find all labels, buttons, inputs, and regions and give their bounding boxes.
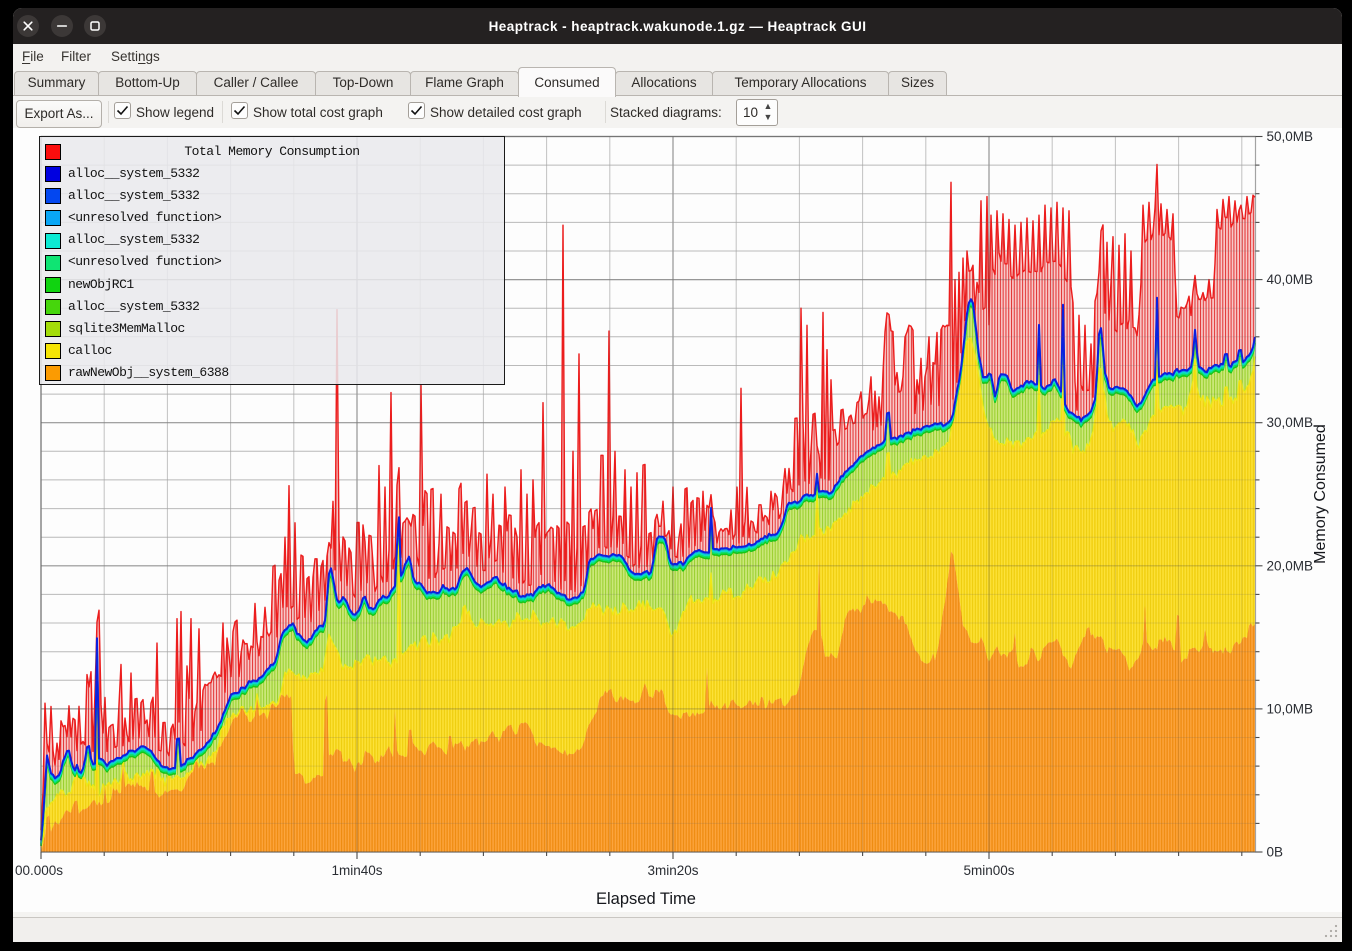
svg-text:30,0MB: 30,0MB (1267, 415, 1314, 430)
svg-text:3min20s: 3min20s (647, 863, 698, 878)
svg-text:20,0MB: 20,0MB (1267, 558, 1314, 573)
svg-text:00.000s: 00.000s (15, 863, 63, 878)
svg-text:Elapsed Time: Elapsed Time (596, 890, 696, 908)
svg-text:1min40s: 1min40s (331, 863, 382, 878)
svg-text:40,0MB: 40,0MB (1267, 272, 1314, 287)
svg-text:Memory Consumed: Memory Consumed (1312, 424, 1329, 564)
svg-text:0B: 0B (1267, 845, 1284, 860)
svg-text:50,0MB: 50,0MB (1267, 129, 1314, 144)
svg-text:10,0MB: 10,0MB (1267, 701, 1314, 716)
svg-text:5min00s: 5min00s (963, 863, 1014, 878)
